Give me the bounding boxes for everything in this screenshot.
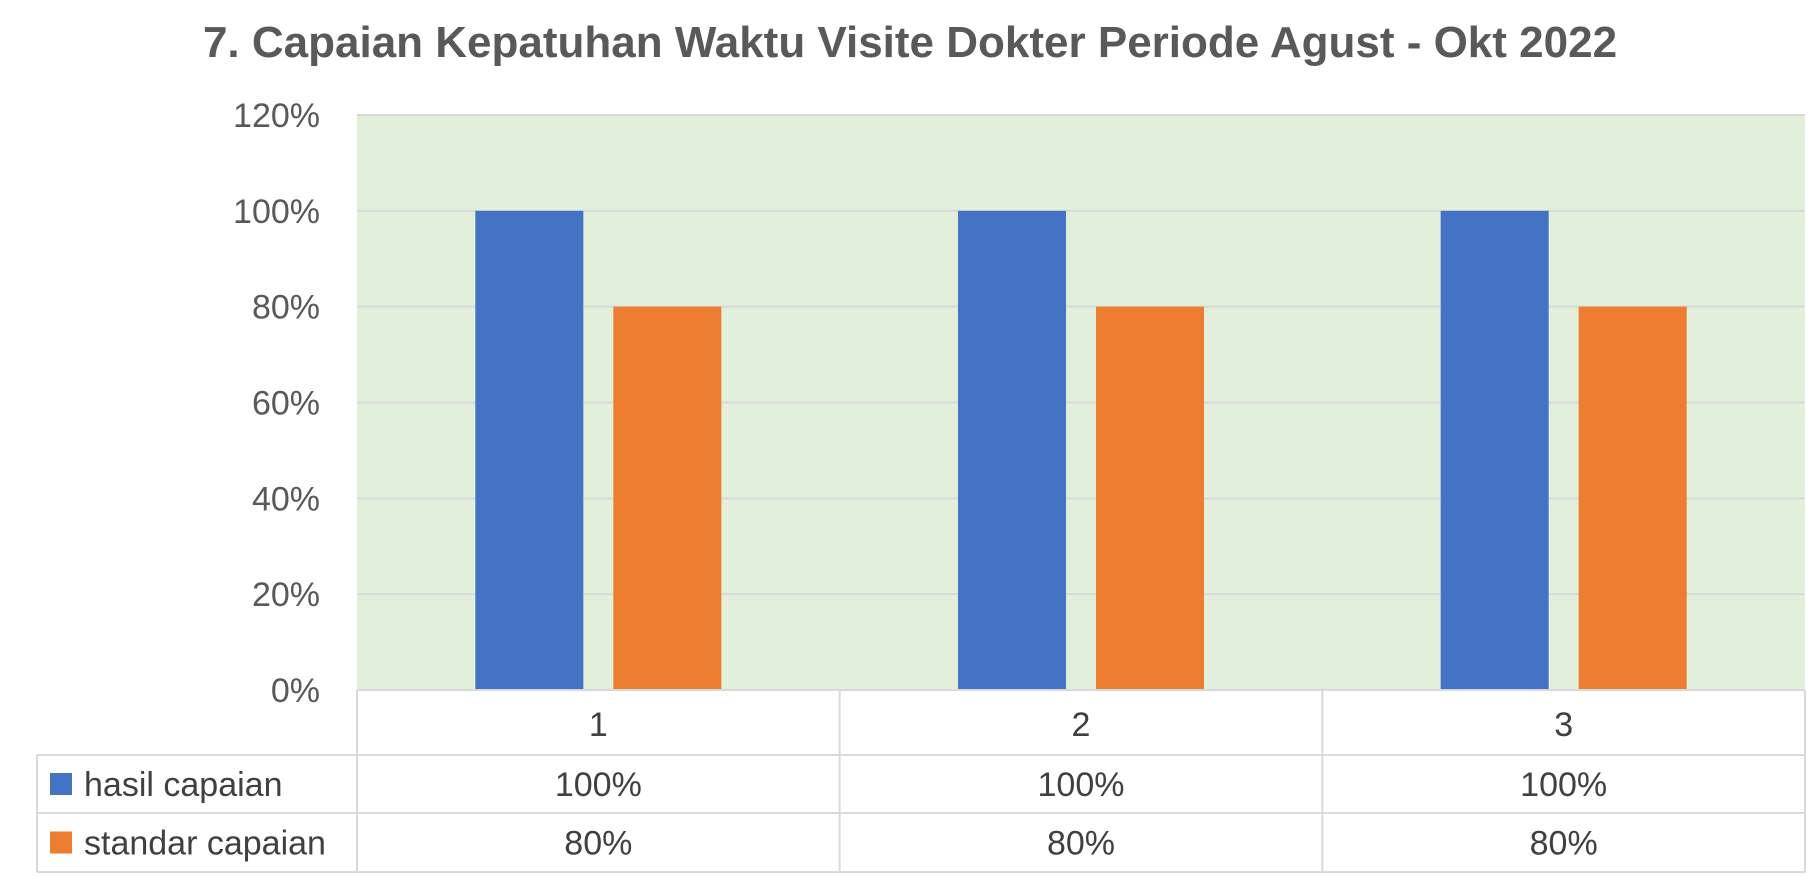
category-label: 1 bbox=[589, 706, 608, 744]
chart-title: 7. Capaian Kepatuhan Waktu Visite Dokter… bbox=[202, 18, 1618, 67]
legend-key-1 bbox=[50, 773, 72, 795]
bar-2-2 bbox=[1096, 306, 1204, 690]
legend-label-2: standar capaian bbox=[84, 825, 326, 863]
y-tick-label: 80% bbox=[252, 289, 320, 327]
data-label-1-3: 100% bbox=[1520, 766, 1607, 804]
data-label-1-1: 100% bbox=[555, 766, 642, 804]
bar-2-3 bbox=[1578, 306, 1687, 690]
data-label-2-3: 80% bbox=[1530, 825, 1598, 863]
data-label-1-2: 100% bbox=[1038, 766, 1125, 804]
legend-label-1: hasil capaian bbox=[84, 766, 282, 804]
y-tick-label: 20% bbox=[252, 576, 320, 614]
data-label-2-2: 80% bbox=[1047, 825, 1115, 863]
category-label: 3 bbox=[1554, 706, 1573, 744]
legend-key-2 bbox=[50, 831, 72, 854]
bar-1-3 bbox=[1440, 210, 1549, 691]
bar-2-1 bbox=[613, 306, 722, 690]
y-tick-label: 40% bbox=[252, 480, 320, 518]
data-label-2-1: 80% bbox=[564, 825, 632, 863]
bar-1-1 bbox=[475, 210, 584, 691]
y-tick-label: 0% bbox=[271, 672, 320, 710]
y-tick-label: 100% bbox=[233, 193, 320, 231]
category-label: 2 bbox=[1072, 706, 1091, 744]
y-tick-label: 60% bbox=[252, 385, 320, 423]
y-tick-label: 120% bbox=[233, 97, 320, 135]
bar-1-2 bbox=[958, 210, 1066, 691]
